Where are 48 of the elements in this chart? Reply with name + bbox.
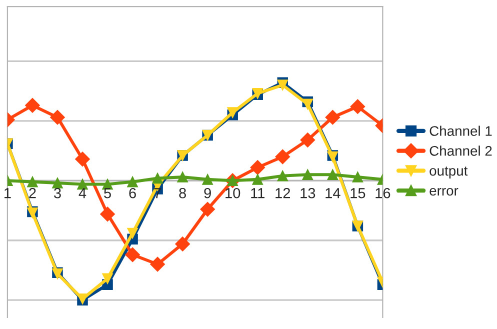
x-tick-label: 9: [204, 188, 211, 198]
point: [252, 174, 263, 185]
x-tick-label: 16: [376, 188, 390, 198]
point: [127, 176, 138, 188]
point: [27, 176, 38, 188]
x-tick-label: 12: [276, 188, 290, 198]
point: [102, 273, 113, 284]
point: [300, 132, 316, 148]
point: [250, 160, 266, 175]
x-tick-label: 6: [129, 188, 136, 198]
x-tick-label: 4: [78, 188, 86, 198]
point: [227, 107, 238, 118]
point: [200, 202, 215, 217]
point: [75, 152, 90, 167]
point: [302, 98, 314, 110]
point: [177, 172, 188, 182]
point: [302, 169, 314, 180]
x-tick-label: 8: [179, 188, 186, 198]
point: [25, 98, 40, 113]
point: [350, 99, 366, 114]
x-tick-label: 10: [226, 188, 240, 198]
point: [277, 170, 288, 182]
legend-label: Channel 1: [430, 126, 492, 136]
x-tick-label: 15: [350, 188, 366, 198]
point: [175, 236, 190, 252]
point: [275, 149, 290, 164]
x-tick-label: 2: [29, 188, 36, 198]
x-tick-label: 5: [104, 188, 111, 198]
point: [125, 247, 140, 262]
point: [327, 169, 338, 180]
point: [352, 172, 364, 182]
legend-label: output: [430, 166, 468, 178]
legend-label: Channel 2: [430, 146, 492, 156]
point: [325, 110, 340, 125]
legend-label: error: [430, 188, 458, 196]
point: [50, 110, 65, 125]
x-tick-label: 13: [300, 188, 316, 198]
point: [127, 228, 138, 239]
point: [152, 172, 163, 184]
point: [150, 256, 165, 272]
point: [277, 80, 288, 90]
x-tick-label: 3: [54, 188, 61, 198]
point: [202, 174, 213, 185]
x-tick-label: 14: [326, 188, 340, 198]
point: [100, 206, 115, 222]
x-tick-label: 1: [4, 188, 11, 198]
point: [52, 178, 63, 188]
x-tick-label: 11: [251, 188, 264, 198]
